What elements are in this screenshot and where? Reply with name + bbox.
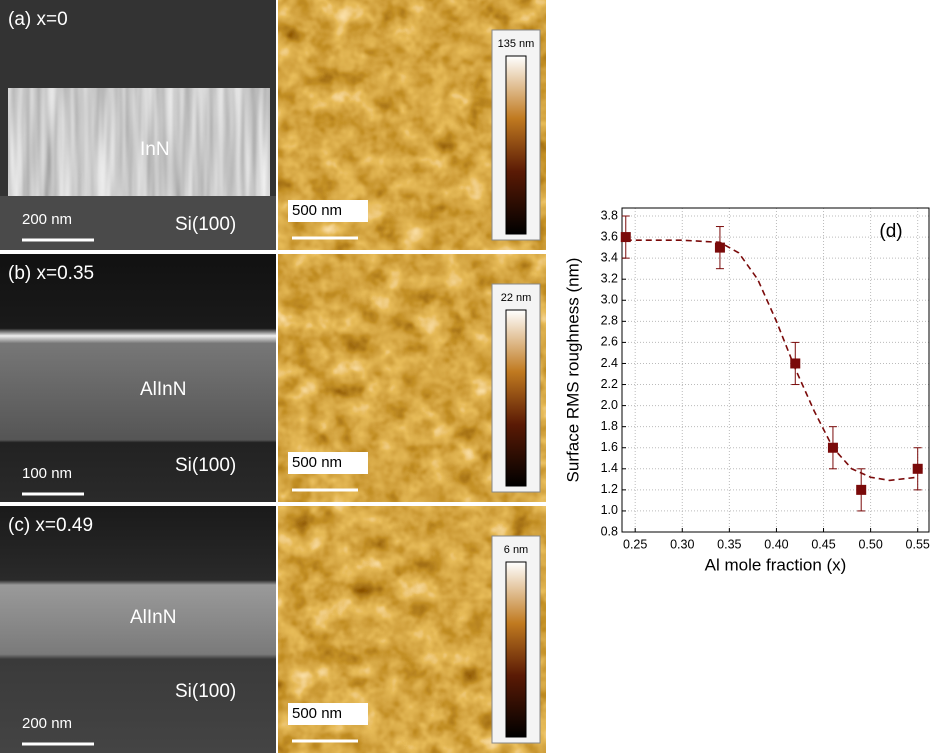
y-tick-label: 3.2 [601,272,618,286]
x-tick-label: 0.25 [623,537,647,551]
data-point [715,243,725,253]
y-tick-label: 2.6 [601,335,618,349]
scale-bar-label: 100 nm [22,465,72,482]
scale-bar-label: 500 nm [292,454,342,471]
substrate-label: Si(100) [175,681,236,702]
y-axis-label: Surface RMS roughness (nm) [563,258,582,483]
y-tick-label: 1.8 [601,419,618,433]
scale-bar-label: 200 nm [22,715,72,732]
colorbar-label: 22 nm [501,292,532,304]
data-point [790,358,800,368]
plot-frame [622,208,929,532]
scale-bar-label: 500 nm [292,705,342,722]
x-tick-label: 0.50 [858,537,882,551]
x-tick-label: 0.40 [764,537,788,551]
y-tick-label: 1.2 [601,482,618,496]
y-tick-label: 0.8 [601,524,618,538]
substrate-label: Si(100) [175,214,236,235]
y-tick-label: 2.2 [601,377,618,391]
y-tick-label: 3.8 [601,208,618,222]
colorbar [506,310,526,486]
data-point [621,232,631,242]
y-tick-label: 2.8 [601,314,618,328]
y-tick-label: 3.0 [601,293,618,307]
nanowires [8,88,270,196]
colorbar-label: 135 nm [498,38,535,50]
y-tick-label: 3.4 [601,250,618,264]
trend-line [626,240,918,480]
x-tick-label: 0.45 [811,537,835,551]
chart: 0.8 1.0 1.2 1.4 1.6 1.8 2.0 2.2 2.4 2.6 2.8 3.0 3.2 3… [563,208,929,574]
y-tick-label: 1.0 [601,503,618,517]
y-tick-label: 1.4 [601,461,618,475]
x-tick-label: 0.30 [670,537,694,551]
x-tick-label: 0.55 [906,537,930,551]
layer-label: AlInN [140,379,186,400]
colorbar [506,562,526,737]
layer-label: InN [140,139,170,160]
y-tick-label: 2.4 [601,356,618,370]
panel-label: (b) x=0.35 [8,263,94,284]
layer-label: AlInN [130,607,176,628]
x-axis-label: Al mole fraction (x) [705,555,847,574]
figure: (a) x=0 InN Si(100) 200 nm 500 nm 135 nm (b) x… [0,0,931,753]
annotation: (d) [879,221,902,242]
colorbar [506,56,526,234]
x-tick-label: 0.35 [717,537,741,551]
y-tick-label: 2.0 [601,398,618,412]
scale-bar-label: 200 nm [22,211,72,228]
colorbar-label: 6 nm [504,544,528,556]
page: {"panels": [ {"label": "(a) x=0", "layer… [0,0,931,753]
substrate-label: Si(100) [175,455,236,476]
panel-label: (a) x=0 [8,9,68,30]
y-tick-label: 3.6 [601,229,618,243]
y-tick-label: 1.6 [601,440,618,454]
panel-label: (c) x=0.49 [8,515,93,536]
data-point [913,464,923,474]
scale-bar-label: 500 nm [292,202,342,219]
data-point [856,485,866,495]
data-point [828,443,838,453]
